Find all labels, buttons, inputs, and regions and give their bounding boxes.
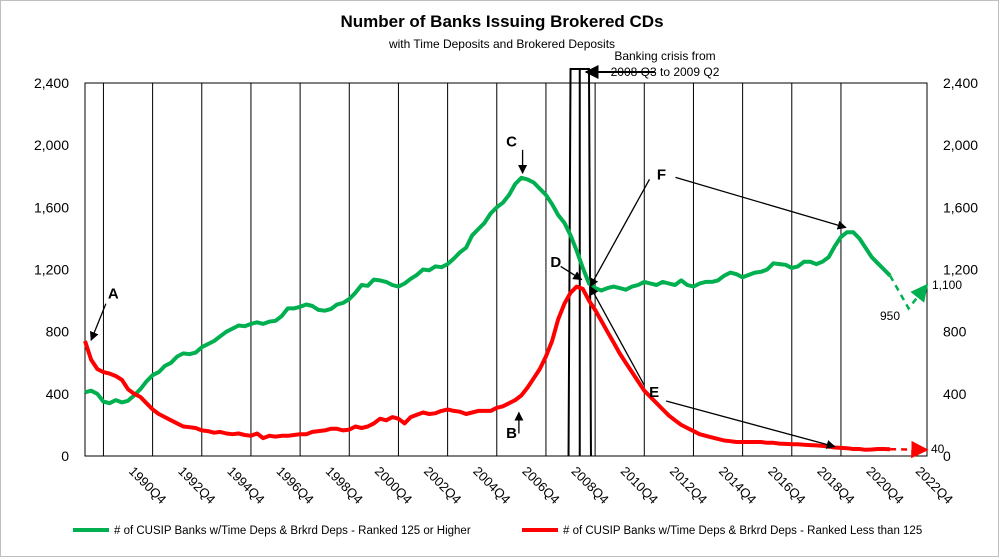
x-tick-9: 2008Q4 (569, 464, 612, 507)
annotation-d: D (550, 254, 561, 271)
annotation-e: E (649, 384, 659, 401)
y-axis-right: 0 400 800 1,200 1,600 2,000 2,400 (943, 75, 978, 464)
legend-label-green: # of CUSIP Banks w/Time Deps & Brkrd Dep… (114, 525, 471, 537)
vertical-gridlines (102, 83, 842, 456)
point-label-1100: 1,100 (932, 278, 962, 292)
y-tick-right-0: 0 (943, 448, 951, 464)
y-tick-left-0: 0 (61, 448, 69, 464)
annotations: A B C D E F (89, 134, 847, 449)
x-tick-8: 2006Q4 (519, 464, 562, 507)
legend-label-red: # of CUSIP Banks w/Time Deps & Brkrd Dep… (563, 525, 922, 537)
annotation-b: B (506, 425, 517, 442)
annotation-arrow-a (89, 303, 107, 342)
x-tick-2: 1994Q4 (224, 464, 267, 507)
y-tick-right-5: 2,000 (943, 137, 978, 153)
y-tick-right-4: 1,600 (943, 199, 978, 215)
annotation-arrow-e-2 (665, 400, 836, 449)
series-lines (83, 175, 929, 459)
annotation-a: A (108, 285, 119, 302)
annotation-arrow-f-1 (589, 179, 651, 288)
series-line-1 (83, 284, 891, 452)
x-tick-13: 2016Q4 (765, 464, 808, 507)
x-tick-1: 1992Q4 (175, 464, 218, 507)
y-tick-right-1: 400 (943, 386, 967, 402)
crisis-label-line1: Banking crisis from (614, 49, 715, 63)
x-tick-0: 1990Q4 (126, 464, 169, 507)
series-line-0 (84, 175, 892, 406)
x-tick-4: 1998Q4 (323, 464, 366, 507)
x-tick-15: 2020Q4 (864, 464, 907, 507)
y-axis-left: 0 400 800 1,200 1,600 2,000 2,400 (34, 75, 69, 464)
annotation-c: C (506, 134, 517, 151)
x-tick-5: 2000Q4 (372, 464, 415, 507)
point-label-40: 40 (931, 442, 945, 456)
x-tick-16: 2022Q4 (913, 464, 956, 507)
y-tick-right-6: 2,400 (943, 75, 978, 91)
series-projection-0 (889, 275, 929, 311)
annotation-arrow-e-1 (589, 285, 645, 386)
point-label-950: 950 (880, 309, 900, 323)
annotation-arrow-d (560, 265, 583, 281)
chart-title: Number of Banks Issuing Brokered CDs (340, 12, 663, 31)
y-tick-left-5: 2,000 (34, 137, 69, 153)
x-tick-14: 2018Q4 (814, 464, 857, 507)
y-tick-left-4: 1,600 (34, 199, 69, 215)
chart-subtitle: with Time Deposits and Brokered Deposits (388, 37, 615, 51)
series-projection-1 (890, 440, 929, 459)
plot-area-border (84, 82, 928, 457)
x-tick-11: 2012Q4 (667, 464, 710, 507)
crisis-label-line2: 2008 Q3 to 2009 Q2 (611, 65, 720, 79)
y-tick-left-3: 1,200 (34, 262, 69, 278)
annotation-arrow-f-2 (675, 176, 847, 230)
y-tick-right-2: 800 (943, 324, 967, 340)
x-axis: 1990Q4 1992Q4 1994Q4 1996Q4 1998Q4 2000Q4 2002… (126, 464, 956, 507)
x-tick-3: 1996Q4 (274, 464, 317, 507)
x-tick-7: 2004Q4 (470, 464, 513, 507)
x-tick-10: 2010Q4 (618, 464, 661, 507)
legend: # of CUSIP Banks w/Time Deps & Brkrd Dep… (73, 525, 922, 537)
annotation-f: F (657, 166, 666, 183)
y-tick-left-1: 400 (46, 386, 70, 402)
x-tick-12: 2014Q4 (716, 464, 759, 507)
y-tick-left-6: 2,400 (34, 75, 69, 91)
y-tick-right-3: 1,200 (943, 262, 978, 278)
x-tick-6: 2002Q4 (421, 464, 464, 507)
y-tick-left-2: 800 (46, 324, 70, 340)
